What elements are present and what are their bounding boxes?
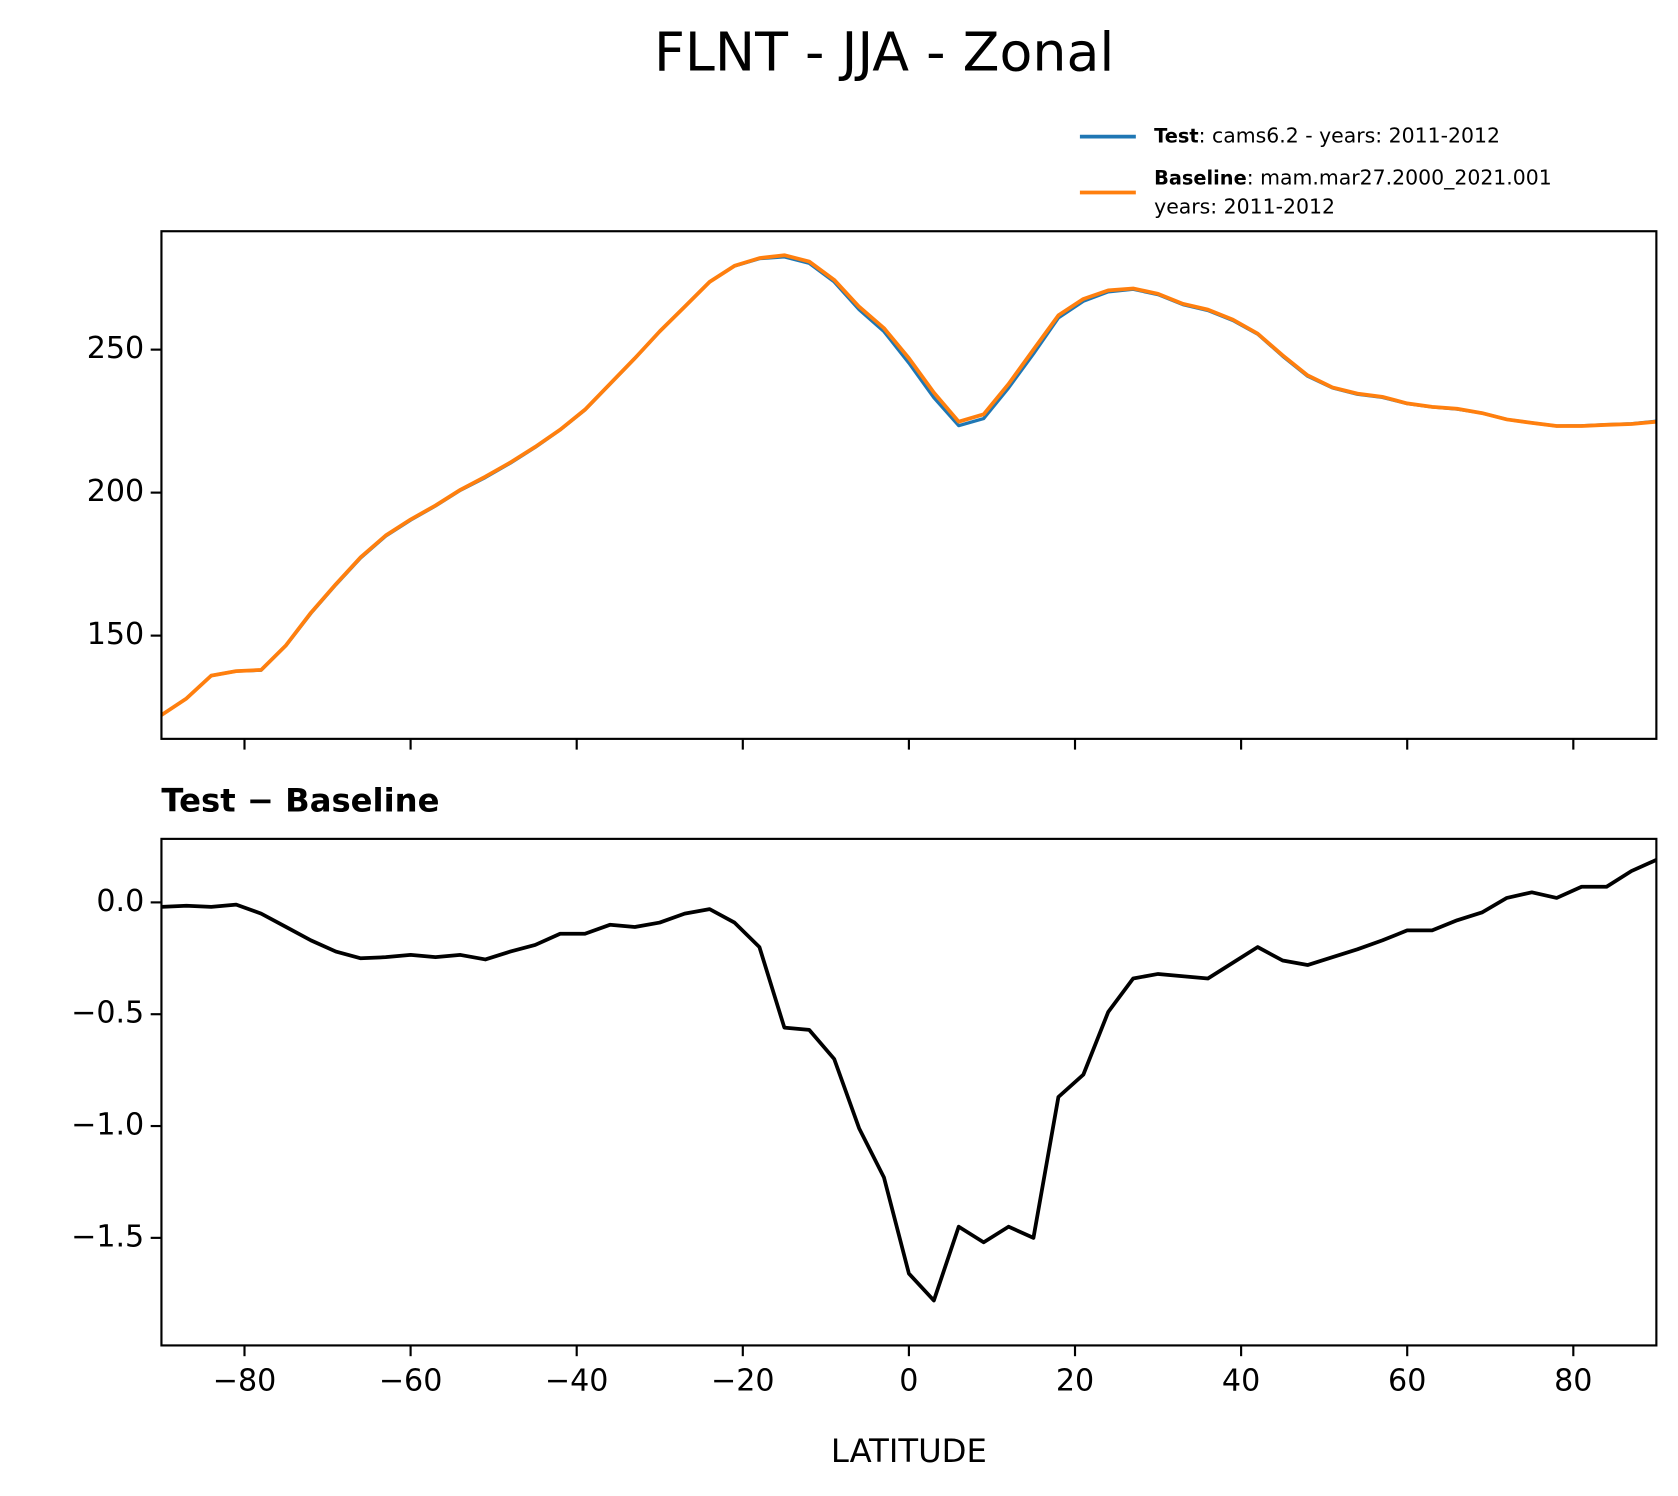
x-tick-label: −40 bbox=[545, 1363, 609, 1398]
legend-entry: Test: cams6.2 - years: 2011-2012 bbox=[1154, 124, 1500, 148]
series-line bbox=[161, 858, 1657, 1303]
y-tick-label: −0.5 bbox=[71, 996, 144, 1031]
series-line bbox=[161, 253, 1657, 717]
subplot-title: Test − Baseline bbox=[161, 781, 439, 819]
x-tick-label: −80 bbox=[213, 1363, 277, 1398]
axes-frame bbox=[160, 230, 1658, 740]
y-tick-label: 250 bbox=[87, 331, 144, 366]
y-tick-label: 0.0 bbox=[96, 884, 144, 919]
y-tick-label: 150 bbox=[87, 617, 144, 652]
x-tick-label: 40 bbox=[1222, 1363, 1260, 1398]
y-tick-label: 200 bbox=[87, 474, 144, 509]
legend-label: years: 2011-2012 bbox=[1154, 195, 1335, 219]
x-tick-label: −20 bbox=[711, 1363, 775, 1398]
y-tick-label: −1.5 bbox=[71, 1219, 144, 1254]
x-axis-label: LATITUDE bbox=[831, 1432, 987, 1470]
x-tick-label: 80 bbox=[1554, 1363, 1592, 1398]
legend-entry: Baseline: mam.mar27.2000_2021.001 bbox=[1154, 166, 1552, 191]
legend-name: Baseline bbox=[1154, 166, 1247, 189]
legend-name: Test bbox=[1154, 124, 1199, 147]
plot-area bbox=[161, 858, 1657, 1303]
legend-label: : mam.mar27.2000_2021.001 bbox=[1247, 166, 1552, 191]
x-tick-label: 60 bbox=[1388, 1363, 1426, 1398]
plot-area bbox=[161, 253, 1657, 717]
axes-frame bbox=[160, 837, 1658, 1347]
x-tick-label: 20 bbox=[1056, 1363, 1094, 1398]
x-tick-label: 0 bbox=[899, 1363, 918, 1398]
legend-label: : cams6.2 - years: 2011-2012 bbox=[1199, 124, 1500, 148]
x-tick-label: −60 bbox=[379, 1363, 443, 1398]
y-tick-label: −1.0 bbox=[71, 1108, 144, 1143]
figure-title: FLNT - JJA - Zonal bbox=[654, 21, 1114, 84]
